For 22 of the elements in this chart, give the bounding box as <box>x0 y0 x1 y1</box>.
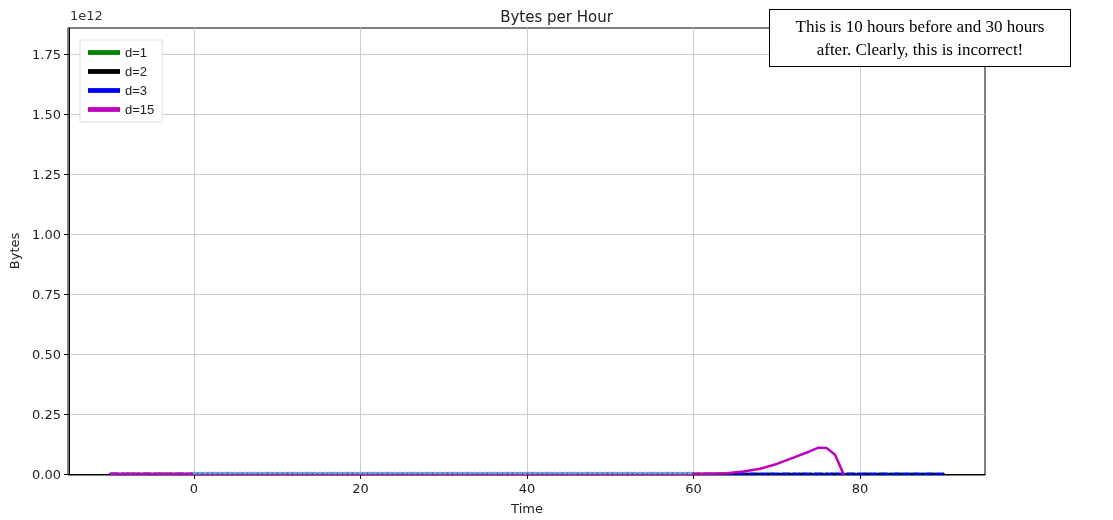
x-tick-label: 20 <box>352 481 369 496</box>
y-tick-label: 0.25 <box>32 406 61 422</box>
x-axis-title: Time <box>510 501 543 516</box>
y-tick-label: 0.50 <box>32 346 61 362</box>
annotation: This is 10 hours before and 30 hours after. Clearly, this is incorrect! <box>769 9 1071 67</box>
text: 1e12 <box>70 8 103 23</box>
x-tick-label: 40 <box>518 481 536 496</box>
y-tick-label: 1.50 <box>32 106 61 122</box>
chart-title: Bytes per Hour <box>500 7 614 26</box>
x-tick-label: 80 <box>851 481 869 496</box>
y-tick-label: 1.75 <box>32 46 61 62</box>
y-axis-title: Bytes <box>7 232 22 270</box>
legend-label: d=15 <box>125 102 155 117</box>
legend-label: d=1 <box>125 45 148 60</box>
legend-label: d=3 <box>125 83 148 98</box>
x-tick-label: 0 <box>189 481 199 496</box>
y-tick-label: 0.75 <box>32 286 61 302</box>
legend-label: d=2 <box>125 64 148 79</box>
y-tick-label: 0.00 <box>32 466 61 482</box>
y-tick-label: 1.00 <box>32 226 61 242</box>
x-tick-label: 60 <box>685 481 702 496</box>
y-tick-label: 1.25 <box>32 166 61 182</box>
